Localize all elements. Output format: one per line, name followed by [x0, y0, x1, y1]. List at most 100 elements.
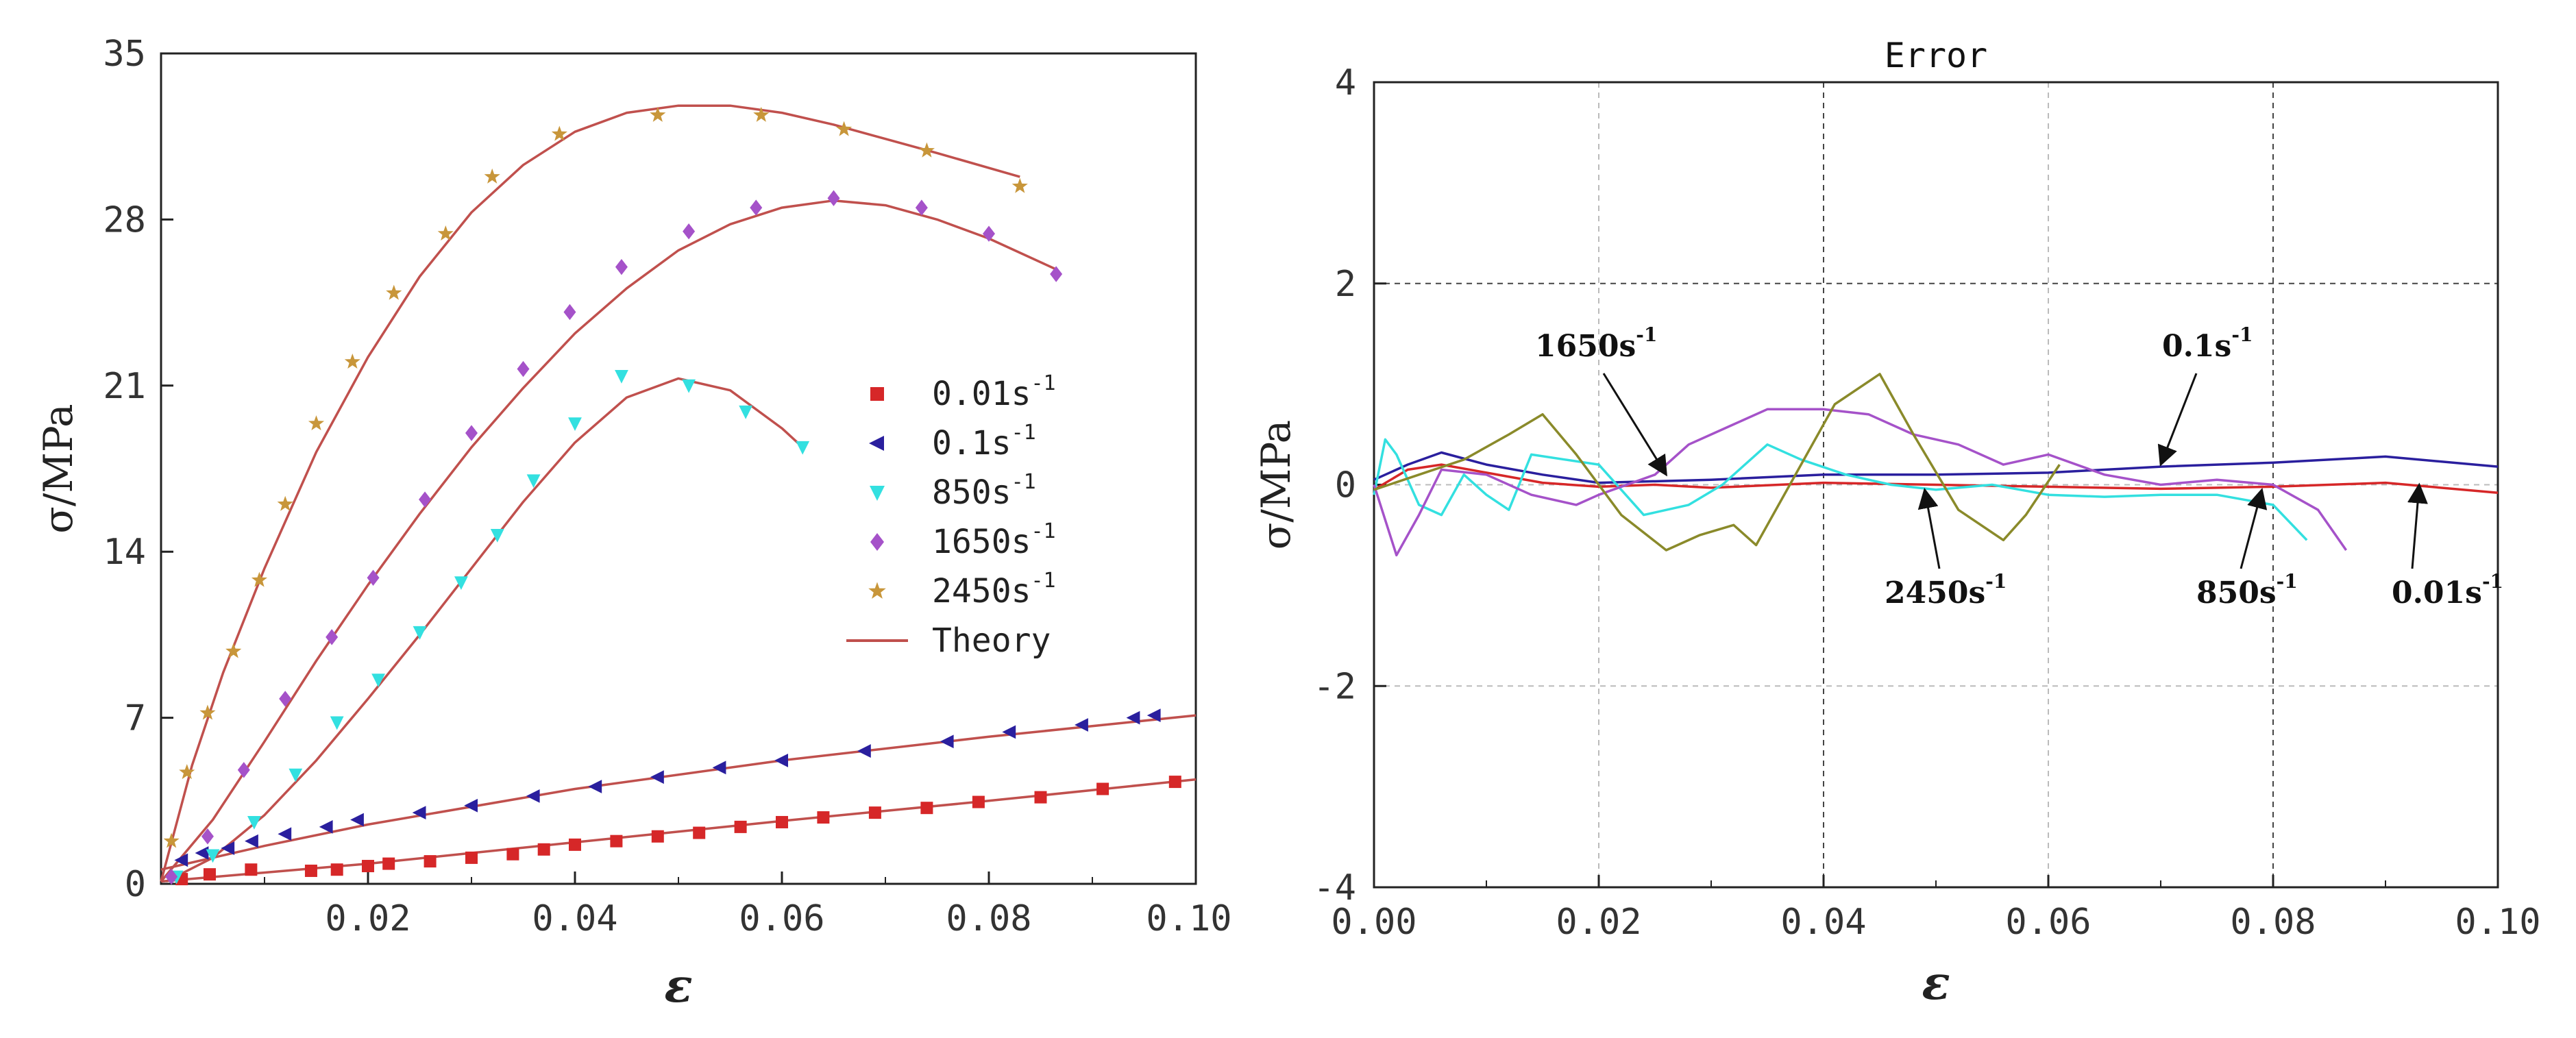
data-point-1650s-1 [419, 491, 432, 508]
data-point-1650s-1 [517, 360, 530, 378]
data-point-850s-1 [371, 674, 385, 687]
right-y-tick-label: 0 [1335, 465, 1356, 506]
data-point-1650s-1 [1050, 266, 1063, 282]
data-point-850s-1 [206, 849, 220, 863]
data-point-850s-1 [330, 716, 344, 730]
annotation-label: 0.01s-1 [2392, 570, 2503, 610]
data-point-1650s-1 [237, 762, 250, 778]
data-point-850s-1 [454, 576, 468, 591]
data-point-0.1s-1 [464, 798, 478, 813]
data-point-850s-1 [615, 369, 628, 384]
data-point-0.01s-1 [734, 820, 747, 833]
data-point-0.01s-1 [651, 830, 664, 843]
data-point-2450s-1 [179, 764, 195, 780]
legend-marker-0.1s [869, 436, 884, 451]
data-point-0.01s-1 [610, 835, 623, 848]
left-x-tick-label: 0.04 [532, 898, 617, 939]
data-point-1650s-1 [326, 629, 339, 645]
error-line-850s-1 [1373, 438, 2308, 541]
data-point-850s-1 [526, 474, 541, 489]
data-point-850s-1 [796, 441, 810, 455]
data-point-2450s-1 [344, 354, 360, 369]
data-point-0.1s-1 [174, 853, 188, 867]
data-point-0.01s-1 [868, 806, 881, 819]
data-point-0.01s-1 [776, 815, 788, 828]
theory-curve [165, 377, 804, 883]
left-y-tick-label: 0 [125, 864, 146, 905]
data-point-0.01s-1 [304, 864, 317, 877]
right-x-tick-label: 0.06 [2005, 902, 2091, 943]
theory-curve [160, 714, 1197, 871]
data-point-1650s-1 [563, 304, 576, 321]
legend-label: 850s-1 [932, 470, 1036, 512]
data-point-0.01s-1 [569, 838, 581, 851]
data-point-850s-1 [413, 626, 427, 640]
left-y-tick-label: 7 [125, 698, 146, 739]
data-point-850s-1 [682, 379, 696, 393]
data-point-0.1s-1 [1146, 708, 1161, 723]
data-point-0.1s-1 [245, 834, 258, 848]
data-point-2450s-1 [251, 571, 267, 587]
data-point-0.1s-1 [1075, 718, 1088, 732]
data-point-0.01s-1 [817, 811, 830, 824]
right-x-tick-label: 0.10 [2455, 902, 2540, 943]
right-y-axis-label: σ/MPa [1253, 420, 1299, 550]
annotation-arrow [1917, 487, 1941, 569]
data-point-0.01s-1 [203, 868, 216, 881]
error-line-0.01s-1 [1373, 463, 2499, 495]
right-y-tick-label: 2 [1335, 264, 1356, 305]
data-point-0.01s-1 [920, 802, 933, 815]
data-point-0.01s-1 [330, 863, 343, 876]
left-y-tick-label: 14 [103, 532, 146, 573]
right-x-tick-label: 0.00 [1331, 902, 1416, 943]
data-point-1650s-1 [827, 190, 840, 206]
right-chart-title: Error [1885, 36, 1988, 75]
annotation-label: 1650s-1 [1535, 323, 1657, 364]
data-point-0.1s-1 [588, 780, 602, 793]
data-point-0.1s-1 [940, 734, 954, 749]
data-point-0.01s-1 [424, 855, 437, 868]
data-point-1650s-1 [201, 828, 214, 845]
legend-label: 0.01s-1 [932, 371, 1056, 413]
left-y-tick-label: 35 [103, 34, 146, 75]
data-point-1650s-1 [983, 225, 995, 242]
data-point-0.01s-1 [1168, 776, 1181, 789]
data-point-2450s-1 [650, 106, 666, 122]
legend-marker-0.01s [870, 387, 884, 401]
legend-label: 2450s-1 [932, 569, 1056, 610]
left-x-axis-label: ε [664, 959, 692, 1013]
left-y-axis-label: σ/MPa [35, 404, 82, 534]
error-line-1650s-1 [1373, 408, 2348, 557]
annotation-arrow [2240, 487, 2268, 569]
data-point-2450s-1 [1011, 177, 1028, 193]
data-point-0.01s-1 [1096, 782, 1109, 795]
legend-label: Theory [932, 621, 1051, 660]
data-point-0.1s-1 [221, 841, 235, 855]
error-line-2450s-1 [1373, 373, 2061, 552]
data-point-2450s-1 [437, 225, 454, 240]
data-point-1650s-1 [465, 425, 478, 441]
data-point-0.1s-1 [1126, 710, 1140, 725]
annotation-label: 850s-1 [2196, 570, 2298, 610]
annotation-arrow [2157, 373, 2198, 467]
data-point-0.1s-1 [319, 819, 333, 834]
data-point-0.1s-1 [650, 770, 664, 784]
legend-label: 1650s-1 [932, 519, 1056, 561]
data-point-0.01s-1 [972, 795, 985, 808]
data-point-1650s-1 [750, 199, 763, 216]
left-y-tick-label: 28 [103, 199, 146, 240]
data-point-850s-1 [490, 528, 504, 543]
theory-curve [160, 104, 1020, 882]
data-point-0.01s-1 [1034, 791, 1047, 804]
data-point-2450s-1 [386, 284, 402, 300]
data-point-0.01s-1 [465, 851, 478, 864]
data-point-2450s-1 [163, 832, 180, 848]
data-point-2450s-1 [484, 168, 500, 184]
data-point-0.1s-1 [857, 744, 871, 758]
data-point-850s-1 [739, 405, 753, 419]
data-point-2450s-1 [277, 495, 293, 511]
legend-label: 0.1s-1 [932, 421, 1036, 462]
annotation-arrow [1602, 373, 1667, 477]
data-point-1650s-1 [367, 569, 380, 586]
data-point-2450s-1 [199, 704, 216, 720]
